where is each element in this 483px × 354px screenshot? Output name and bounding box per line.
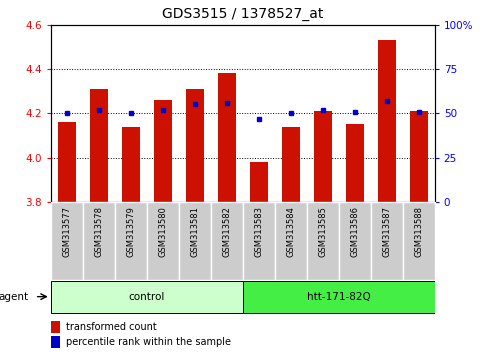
Text: GSM313583: GSM313583 bbox=[254, 206, 263, 257]
FancyBboxPatch shape bbox=[51, 202, 83, 280]
Bar bbox=[186, 89, 203, 202]
Bar bbox=[314, 111, 331, 202]
FancyBboxPatch shape bbox=[83, 202, 115, 280]
FancyBboxPatch shape bbox=[51, 281, 243, 313]
FancyBboxPatch shape bbox=[147, 202, 179, 280]
Bar bbox=[122, 127, 140, 202]
Text: agent: agent bbox=[0, 292, 28, 302]
Bar bbox=[58, 122, 75, 202]
FancyBboxPatch shape bbox=[275, 202, 307, 280]
Text: GSM313582: GSM313582 bbox=[222, 206, 231, 257]
Text: GSM313580: GSM313580 bbox=[158, 206, 167, 257]
FancyBboxPatch shape bbox=[371, 202, 403, 280]
Text: control: control bbox=[128, 292, 165, 302]
Text: GSM313586: GSM313586 bbox=[350, 206, 359, 257]
Bar bbox=[346, 124, 364, 202]
Bar bbox=[410, 111, 427, 202]
Text: GSM313588: GSM313588 bbox=[414, 206, 423, 257]
Bar bbox=[218, 73, 236, 202]
Text: GSM313577: GSM313577 bbox=[62, 206, 71, 257]
Title: GDS3515 / 1378527_at: GDS3515 / 1378527_at bbox=[162, 7, 324, 21]
Bar bbox=[51, 321, 60, 333]
Text: GSM313579: GSM313579 bbox=[126, 206, 135, 257]
Text: GSM313581: GSM313581 bbox=[190, 206, 199, 257]
Bar bbox=[51, 336, 60, 348]
Text: GSM313578: GSM313578 bbox=[94, 206, 103, 257]
Bar bbox=[90, 89, 108, 202]
Text: percentile rank within the sample: percentile rank within the sample bbox=[66, 337, 231, 347]
Text: transformed count: transformed count bbox=[66, 322, 157, 332]
FancyBboxPatch shape bbox=[115, 202, 147, 280]
Bar bbox=[378, 40, 396, 202]
FancyBboxPatch shape bbox=[179, 202, 211, 280]
Bar bbox=[154, 100, 171, 202]
FancyBboxPatch shape bbox=[339, 202, 371, 280]
Bar bbox=[282, 127, 299, 202]
Bar bbox=[250, 162, 268, 202]
FancyBboxPatch shape bbox=[307, 202, 339, 280]
FancyBboxPatch shape bbox=[243, 202, 275, 280]
Text: htt-171-82Q: htt-171-82Q bbox=[307, 292, 370, 302]
FancyBboxPatch shape bbox=[403, 202, 435, 280]
FancyBboxPatch shape bbox=[243, 281, 435, 313]
Text: GSM313587: GSM313587 bbox=[382, 206, 391, 257]
FancyBboxPatch shape bbox=[211, 202, 243, 280]
Text: GSM313584: GSM313584 bbox=[286, 206, 295, 257]
Text: GSM313585: GSM313585 bbox=[318, 206, 327, 257]
